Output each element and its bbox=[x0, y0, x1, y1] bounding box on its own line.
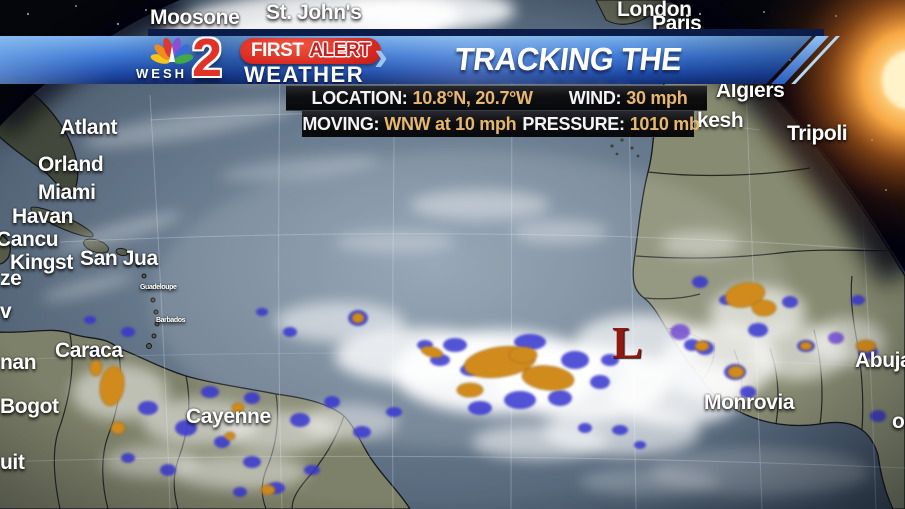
pressure-value: 1010 mb bbox=[629, 113, 700, 134]
pressure-label: PRESSURE: bbox=[522, 113, 625, 134]
moving-value: WNW at 10 mph bbox=[384, 113, 517, 134]
wind-label: WIND: bbox=[568, 87, 622, 108]
low-pressure-marker: L bbox=[612, 317, 643, 368]
storm-info-bar-1: LOCATION: 10.8°N, 20.7°W WIND: 30 mph bbox=[286, 85, 707, 111]
location-label: LOCATION: bbox=[311, 87, 408, 108]
location-value: 10.8°N, 20.7°W bbox=[412, 87, 533, 108]
wind-value: 30 mph bbox=[626, 87, 688, 108]
moving-label: MOVING: bbox=[302, 113, 380, 134]
storm-info-bar-2: MOVING: WNW at 10 mph PRESSURE: 1010 mb bbox=[302, 110, 700, 137]
